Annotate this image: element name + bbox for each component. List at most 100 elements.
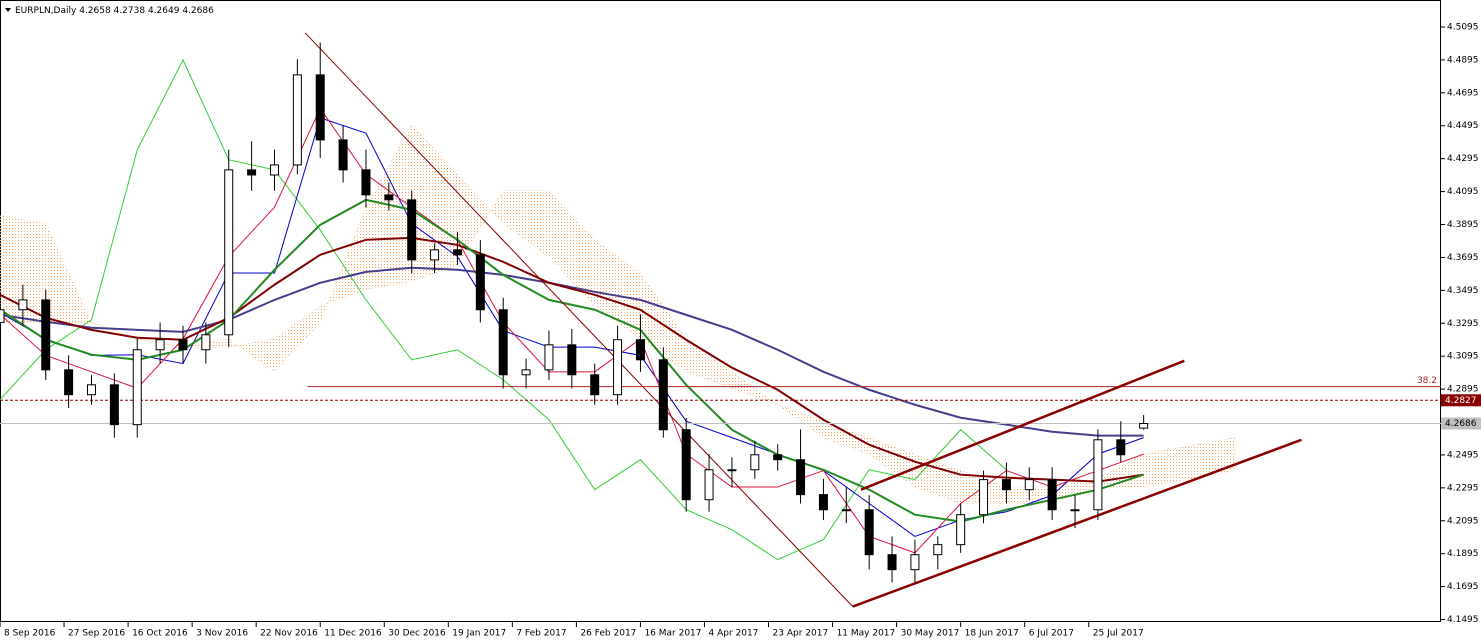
x-tick-label: 19 Jan 2017 — [452, 629, 506, 639]
x-tick-label: 3 Nov 2016 — [196, 629, 248, 639]
candle-body — [590, 374, 600, 396]
y-tick-label: 4.1495 — [1447, 615, 1479, 625]
candle-body — [201, 334, 211, 351]
candle-body — [338, 139, 348, 171]
y-tick-label: 4.2495 — [1447, 450, 1479, 460]
x-tick-label: 22 Nov 2016 — [260, 629, 318, 639]
candle-body — [796, 459, 806, 496]
ichimoku-cloud — [0, 124, 1236, 504]
indicator-line — [0, 266, 1144, 437]
x-tick-label: 23 Apr 2017 — [773, 629, 829, 639]
candle-body — [132, 349, 142, 426]
candle-body — [178, 339, 188, 351]
symbol: EURPLN,Daily — [15, 6, 77, 16]
candle-body — [910, 554, 920, 571]
y-tick-label: 4.5095 — [1447, 22, 1479, 32]
y-tick-label: 4.3095 — [1447, 352, 1479, 362]
chart-header: EURPLN,Daily 4.2658 4.2738 4.2649 4.2686 — [15, 6, 214, 16]
candle-body — [613, 339, 623, 396]
y-tick-label: 4.4095 — [1447, 187, 1479, 197]
candle-body — [64, 369, 74, 396]
y-tick-label: 4.3295 — [1447, 319, 1479, 329]
low-price: 4.2649 — [148, 6, 180, 16]
candle-body — [1093, 439, 1103, 511]
indicator-line — [0, 198, 1144, 523]
y-tick-label: 4.4895 — [1447, 55, 1479, 65]
y-tick-label: 4.1695 — [1447, 582, 1479, 592]
candle-body — [727, 469, 737, 472]
y-tick-label: 4.3695 — [1447, 253, 1479, 263]
y-tick-label: 4.2095 — [1447, 516, 1479, 526]
x-tick-label: 6 Jul 2017 — [1029, 629, 1074, 639]
candle-body — [224, 169, 234, 336]
fib-label: 38.2 — [1417, 376, 1437, 386]
candle-body — [658, 359, 668, 431]
candle-body — [475, 254, 485, 311]
candle-body — [109, 384, 119, 426]
trend-line — [852, 438, 1302, 608]
candle-body — [315, 74, 325, 141]
candle-body — [818, 494, 828, 511]
candle-body — [1001, 479, 1011, 491]
candle-body — [384, 194, 394, 201]
candle-body — [1070, 509, 1080, 512]
y-tick-label: 4.4295 — [1447, 154, 1479, 164]
x-tick-label: 30 May 2017 — [901, 629, 960, 639]
y-tick-label: 4.2295 — [1447, 483, 1479, 493]
plot-frame — [0, 0, 1441, 622]
x-tick-label: 25 Jul 2017 — [1093, 629, 1144, 639]
candle-body — [567, 344, 577, 376]
candle-body — [18, 299, 28, 311]
candle-body — [933, 544, 943, 556]
y-tick-label: 4.2895 — [1447, 385, 1479, 395]
x-tick-label: 11 May 2017 — [837, 629, 896, 639]
y-tick-label: 4.4495 — [1447, 121, 1479, 131]
candle-body — [750, 454, 760, 471]
x-tick-label: 30 Dec 2016 — [388, 629, 446, 639]
menu-arrow[interactable] — [5, 8, 11, 12]
y-tick-label: 4.1895 — [1447, 549, 1479, 559]
candle-body — [521, 369, 531, 376]
candle-body — [430, 249, 440, 261]
y-tick-label: 4.4695 — [1447, 88, 1479, 98]
indicator-line — [0, 236, 1144, 483]
candle-body — [544, 344, 554, 371]
high-price: 4.2738 — [114, 6, 146, 16]
candle-body — [1047, 479, 1057, 511]
plot-area — [0, 32, 1441, 608]
candle-body — [887, 554, 897, 571]
x-tick-label: 7 Feb 2017 — [516, 629, 566, 639]
x-tick-label: 11 Dec 2016 — [324, 629, 382, 639]
x-tick-label: 8 Sep 2016 — [4, 629, 56, 639]
candle-body — [979, 479, 989, 516]
candle-body — [1116, 439, 1126, 456]
candle-body — [407, 199, 417, 261]
x-tick-label: 16 Mar 2017 — [644, 629, 701, 639]
candle-body — [773, 454, 783, 461]
candle-body — [247, 169, 257, 176]
x-tick-label: 4 Apr 2017 — [708, 629, 758, 639]
candle-body — [41, 299, 51, 371]
candle-body — [864, 509, 874, 556]
candle-body — [841, 509, 851, 512]
trend-line — [304, 32, 854, 607]
candle-body — [956, 514, 966, 546]
y-tick-label: 4.3895 — [1447, 220, 1479, 230]
x-tick-label: 27 Sep 2016 — [68, 629, 125, 639]
candle-body — [292, 74, 302, 166]
x-tick-label: 18 Jun 2017 — [965, 629, 1019, 639]
open-price: 4.2658 — [79, 6, 111, 16]
price-label: 4.2686 — [1445, 419, 1477, 429]
close-price: 4.2686 — [182, 6, 214, 16]
y-tick-label: 4.3495 — [1447, 286, 1479, 296]
candle-body — [1139, 422, 1149, 429]
candle-body — [498, 309, 508, 376]
candle-body — [155, 339, 165, 351]
candle-body — [635, 339, 645, 361]
candle-body — [452, 249, 462, 256]
candle-body — [1024, 479, 1034, 491]
candle-body — [361, 169, 371, 196]
candle-body — [704, 469, 714, 501]
